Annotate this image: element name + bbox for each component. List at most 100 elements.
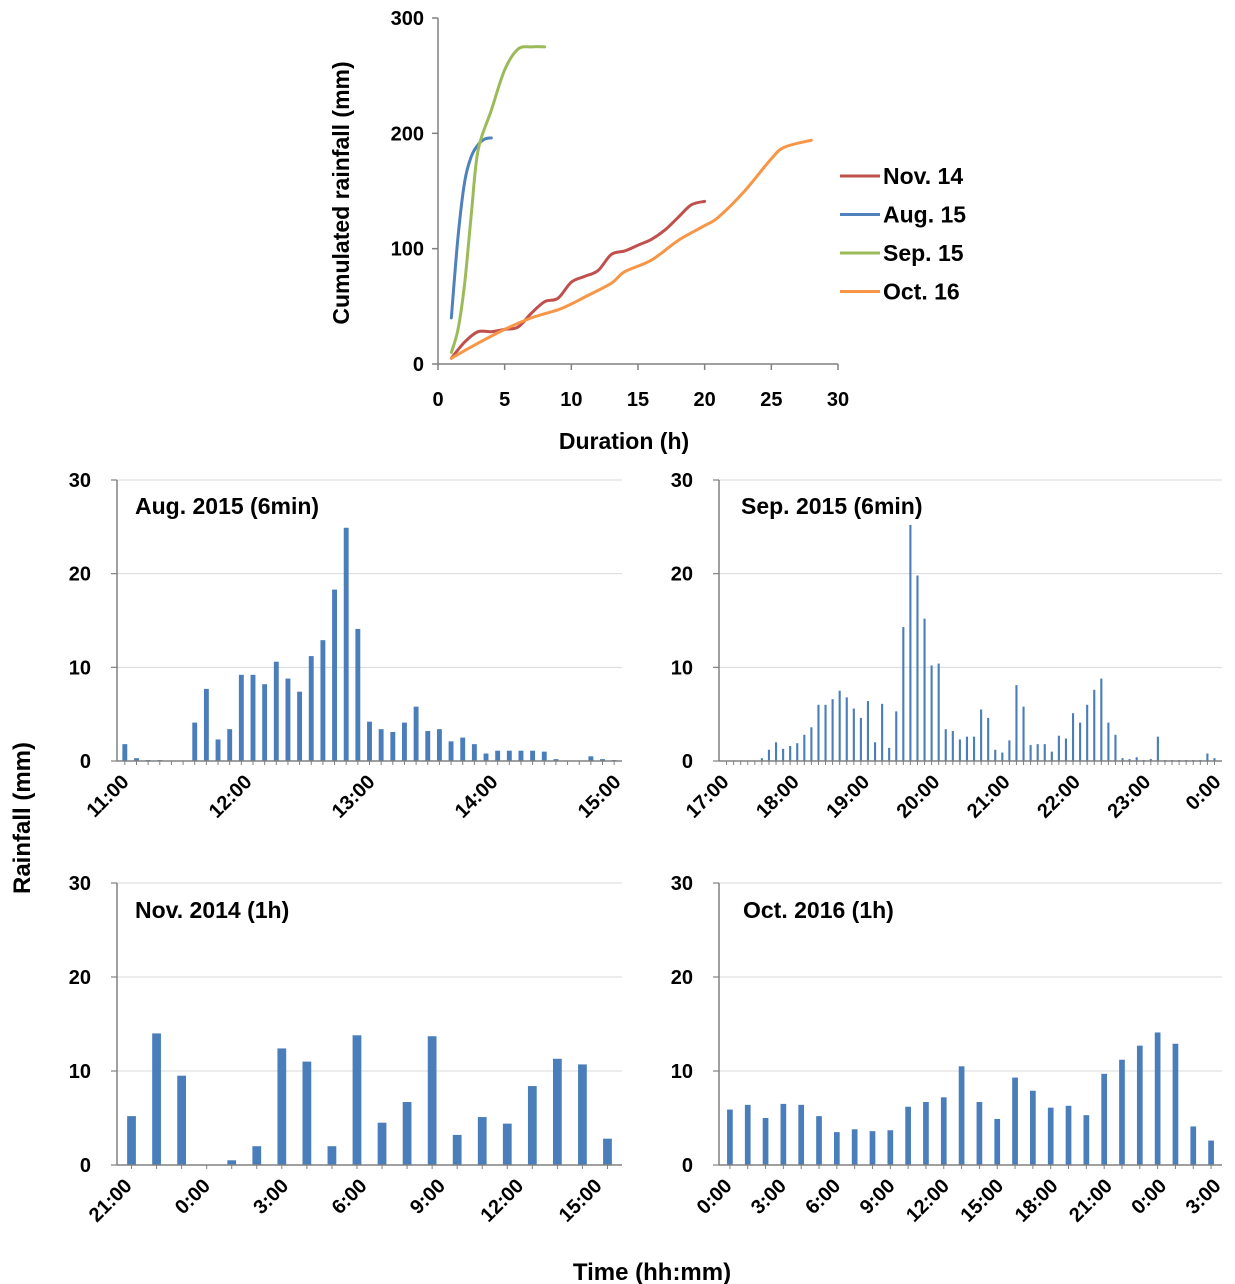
bar [250, 674, 256, 761]
bar [402, 1102, 412, 1165]
y-tick-label: 0 [80, 1155, 91, 1177]
bar [762, 1118, 769, 1165]
x-tick-label: 14:00 [451, 771, 503, 823]
x-tick-label: 11:00 [83, 771, 134, 822]
bar [427, 1036, 437, 1165]
bar [796, 743, 799, 761]
bar [530, 750, 536, 761]
cumulative-rainfall-chart: 0 100 200 300 0 5 10 15 20 25 30 Duration (h) Cumula… [328, 8, 966, 454]
bar [262, 684, 268, 761]
bar [789, 746, 792, 761]
series-line-nov-14 [449, 199, 707, 360]
x-tick-label: 20 [694, 389, 716, 411]
bar [881, 703, 884, 761]
bar [1208, 1140, 1214, 1165]
x-tick-label: 9:00 [406, 1175, 450, 1219]
x-tick-label: 3:00 [249, 1175, 293, 1219]
bar [332, 589, 337, 761]
panel-title: Nov. 2014 (1h) [135, 897, 289, 923]
bar [1172, 1043, 1179, 1165]
bar [965, 736, 969, 761]
bar [976, 1102, 983, 1165]
bar [1008, 740, 1011, 761]
bar [1121, 758, 1124, 761]
bar [767, 749, 771, 761]
x-tick-label: 15:00 [555, 1175, 607, 1227]
panel-title: Oct. 2016 (1h) [743, 897, 894, 923]
bar [527, 1086, 537, 1165]
bar [425, 731, 431, 761]
series-line-oct-16 [449, 138, 813, 360]
x-tick-label: 10 [560, 389, 582, 411]
bar [845, 697, 848, 761]
bar [1128, 759, 1131, 761]
bar [1101, 1073, 1108, 1165]
bar [994, 1118, 1001, 1165]
bar [390, 731, 396, 761]
y-tick-label: 0 [682, 1155, 693, 1177]
bar [1012, 1077, 1018, 1165]
bar [273, 661, 279, 761]
panel-title: Aug. 2015 (6min) [135, 493, 319, 519]
x-tick-label: 30 [827, 389, 849, 411]
y-tick-label: 0 [80, 751, 91, 773]
bar [238, 674, 244, 761]
x-tick-label: 0:00 [693, 1175, 737, 1219]
y-tick-label: 10 [69, 657, 91, 679]
bar [888, 747, 891, 761]
bar [541, 751, 547, 761]
x-tick-label: 21:00 [85, 1175, 137, 1227]
sep2015-panel: 0 10 20 30 17:00 18:00 19:00 20:00 21:00 22:00 23:… [671, 470, 1226, 823]
bar [958, 739, 961, 761]
bar [803, 734, 806, 761]
bar [302, 1061, 312, 1165]
x-tick-label: 13:00 [328, 771, 380, 823]
bar [851, 1129, 858, 1165]
bar [477, 1117, 487, 1165]
x-tick-label: 19:00 [822, 771, 874, 823]
bar [1086, 704, 1089, 761]
bar [1057, 735, 1060, 761]
bar [895, 711, 898, 761]
bar [833, 1132, 840, 1165]
y-tick-label: 20 [69, 967, 91, 989]
bar [782, 748, 785, 761]
bar [308, 656, 314, 761]
bar [744, 1104, 751, 1165]
bar [873, 742, 877, 761]
bar [227, 1160, 237, 1165]
bar [923, 1102, 929, 1165]
x-tick-label: 9:00 [856, 1175, 900, 1219]
bar [798, 1104, 805, 1165]
bar [1100, 678, 1103, 761]
bar [1149, 759, 1152, 761]
bar [727, 1109, 733, 1165]
x-tick-label: 0:00 [1127, 1175, 1171, 1219]
bar [1154, 1032, 1161, 1165]
legend-label-sep-15: Sep. 15 [883, 240, 964, 266]
bar [1043, 744, 1046, 761]
y-tick-label: 30 [671, 470, 693, 492]
y-tick-label: 10 [671, 657, 693, 679]
bar [1156, 736, 1159, 761]
x-tick-label: 18:00 [1011, 1175, 1063, 1227]
bar [1119, 1059, 1125, 1165]
bar [378, 729, 384, 761]
x-tick-label: 21:00 [963, 771, 1015, 823]
y-tick-label: 0 [413, 354, 424, 376]
bar [277, 1048, 287, 1165]
bar [603, 1138, 612, 1165]
x-tick-label: 12:00 [902, 1175, 954, 1227]
x-tick-label: 12:00 [476, 1175, 528, 1227]
bar [367, 721, 372, 761]
bar [600, 759, 605, 761]
x-tick-label: 15:00 [956, 1175, 1008, 1227]
bar [944, 729, 947, 761]
bar [506, 750, 512, 761]
bar [327, 1146, 337, 1165]
shared-x-axis-label: Time (hh:mm) [573, 1259, 731, 1284]
bar [343, 527, 349, 761]
bar [134, 758, 139, 761]
